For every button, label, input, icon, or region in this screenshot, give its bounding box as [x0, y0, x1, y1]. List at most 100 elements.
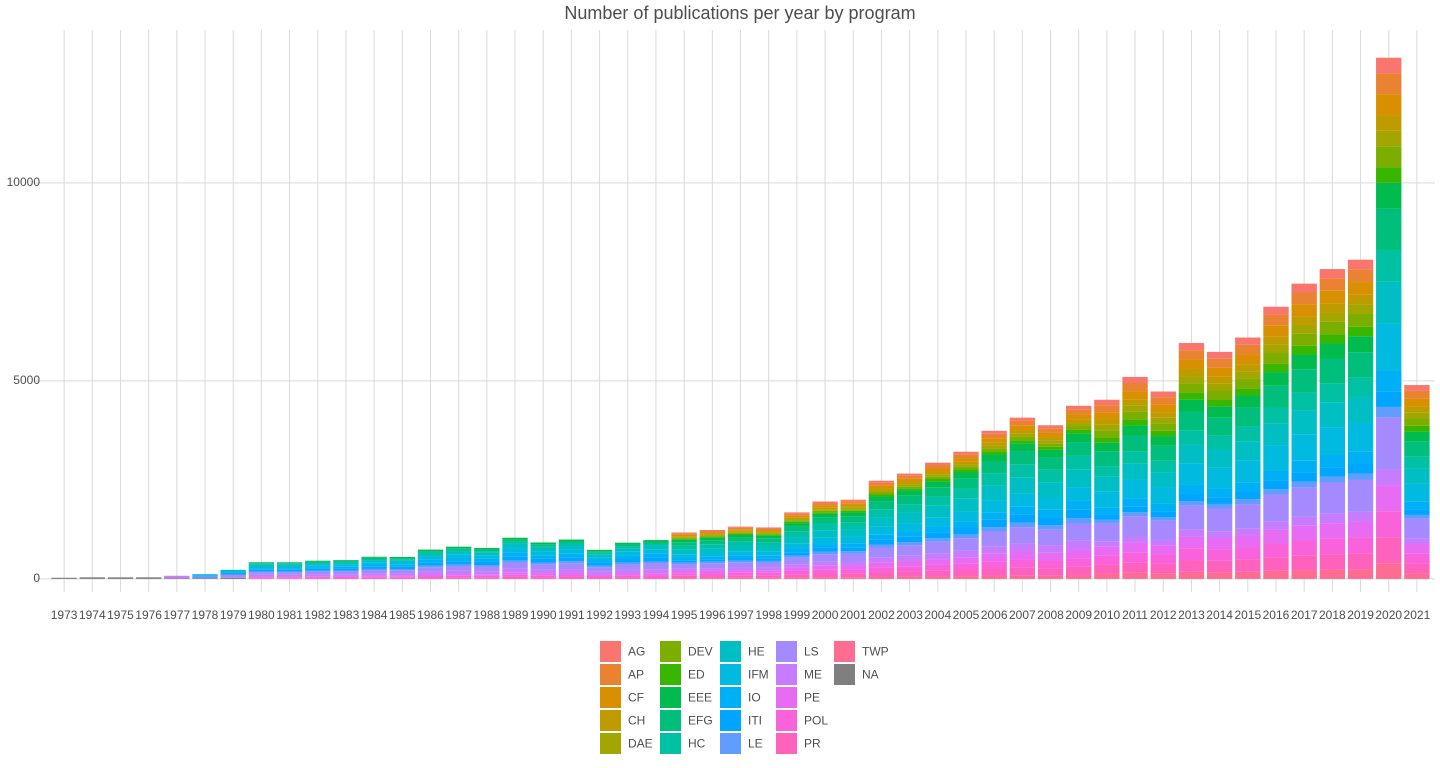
bar-segment: [1122, 498, 1148, 507]
x-tick-label: 2020: [1375, 608, 1402, 622]
bar-segment: [953, 454, 979, 459]
bar-segment: [1066, 549, 1092, 559]
bar-segment: [502, 560, 528, 563]
bar-segment: [389, 575, 415, 577]
bar-segment: [107, 577, 134, 579]
bar-segment: [1347, 304, 1374, 314]
bar-segment: [1150, 573, 1176, 579]
bar-segment: [699, 544, 725, 549]
bar-segment: [1404, 441, 1430, 457]
bar-segment: [699, 548, 725, 553]
bar-segment: [812, 512, 838, 514]
bar-segment: [784, 548, 810, 553]
bar-segment: [868, 494, 895, 497]
bars: [51, 57, 1430, 579]
bar-segment: [586, 565, 613, 568]
legend-label: EFG: [688, 714, 713, 728]
bar-segment: [981, 519, 1007, 528]
bar-segment: [333, 577, 359, 578]
bar-segment: [1094, 546, 1120, 556]
bar-segment: [1404, 406, 1430, 413]
bar-segment: [474, 558, 500, 562]
bar-segment: [925, 474, 951, 477]
bar-segment: [1037, 517, 1064, 526]
bar-segment: [1122, 572, 1148, 579]
bar-segment: [699, 537, 725, 541]
bar-segment: [981, 500, 1007, 513]
bar-segment: [812, 507, 838, 510]
bar-segment: [1319, 358, 1346, 384]
bar-segment: [1066, 487, 1092, 501]
bar-segment: [389, 573, 415, 576]
x-tick-label: 2013: [1178, 608, 1205, 622]
bar-segment: [981, 433, 1007, 439]
bar-segment: [1066, 500, 1092, 510]
bar-segment: [840, 551, 866, 554]
bar-segment: [1291, 540, 1317, 556]
bar-segment: [643, 545, 669, 550]
bar-segment: [530, 569, 556, 574]
x-tick-label: 1991: [558, 608, 585, 622]
bar-segment: [1094, 430, 1120, 438]
bar-segment: [1404, 518, 1430, 539]
bar-segment: [248, 574, 275, 577]
bar-segment: [361, 573, 387, 576]
bar-segment: [1122, 399, 1148, 406]
x-tick-label: 2008: [1037, 608, 1064, 622]
bar-segment: [727, 541, 754, 546]
bar-segment: [192, 575, 218, 579]
bar-segment: [671, 554, 697, 558]
bar-segment: [1263, 314, 1289, 326]
bar-segment: [305, 577, 331, 579]
bar-segment: [558, 561, 585, 564]
bar-segment: [1037, 529, 1064, 546]
bar-segment: [1122, 435, 1148, 452]
bar-segment: [840, 507, 866, 510]
bar-segment: [1009, 506, 1036, 515]
bar-segment: [1206, 503, 1233, 509]
bar-segment: [953, 511, 979, 522]
bar-segment: [1178, 548, 1205, 561]
bar-segment: [840, 499, 866, 502]
bar-segment: [1009, 551, 1036, 560]
bar-segment: [1404, 425, 1430, 432]
legend-key: [776, 733, 797, 754]
bar-segment: [417, 551, 444, 553]
bar-segment: [558, 545, 585, 550]
bar-segment: [1178, 359, 1205, 369]
bar-segment: [474, 551, 500, 553]
bar-segment: [784, 519, 810, 521]
bar-segment: [1347, 521, 1374, 538]
bar-segment: [671, 575, 697, 579]
bar-segment: [276, 572, 303, 575]
bar-segment: [474, 561, 500, 566]
bar-segment: [925, 462, 951, 466]
bar-segment: [671, 568, 697, 572]
bar-segment: [1291, 472, 1317, 482]
bar-segment: [981, 553, 1007, 562]
bar-segment: [615, 562, 641, 565]
bar-segment: [868, 562, 895, 568]
bar-segment: [1263, 445, 1289, 471]
bar-segment: [333, 568, 359, 571]
bar-segment: [51, 577, 77, 579]
bar-segment: [671, 557, 697, 561]
bar-segment: [1122, 376, 1148, 384]
bar-segment: [1094, 424, 1120, 431]
bar-segment: [756, 542, 782, 547]
bar-segment: [502, 572, 528, 575]
bar-segment: [1376, 406, 1402, 418]
bar-segment: [868, 539, 895, 545]
bar-segment: [812, 551, 838, 555]
bar-segment: [840, 561, 866, 566]
x-tick-label: 1988: [473, 608, 500, 622]
bar-segment: [1319, 402, 1346, 428]
bar-segment: [756, 533, 782, 535]
legend-key: [660, 687, 681, 708]
bar-segment: [896, 484, 923, 487]
bar-segment: [868, 576, 895, 579]
y-tick-label: 0: [33, 571, 40, 585]
bar-segment: [868, 482, 895, 486]
bar-segment: [1235, 535, 1261, 548]
bar-segment: [981, 531, 1007, 547]
